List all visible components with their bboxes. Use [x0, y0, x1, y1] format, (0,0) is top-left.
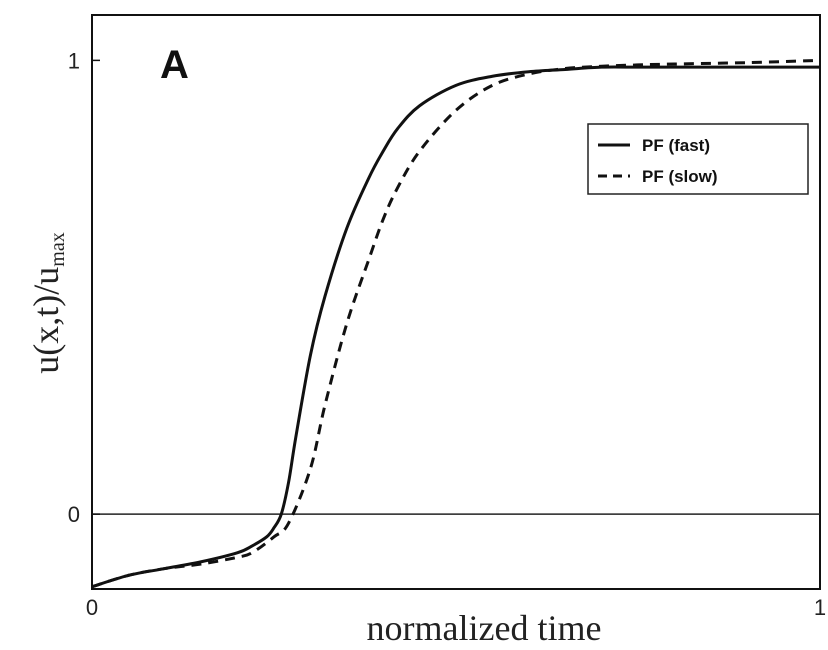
legend-label-fast: PF (fast)	[642, 136, 710, 155]
y-axis-label-main: u(x,t)/u	[26, 267, 66, 374]
y-tick-label: 1	[68, 48, 80, 73]
x-tick-label: 0	[86, 595, 98, 620]
plot-area	[92, 15, 820, 589]
panel-label: A	[160, 43, 189, 87]
y-axis-label: u(x,t)/umax	[26, 232, 69, 373]
x-axis-label: normalized time	[367, 608, 602, 648]
y-tick-label: 0	[68, 502, 80, 527]
legend: PF (fast) PF (slow)	[588, 124, 808, 194]
y-axis-label-subscript: max	[47, 232, 69, 266]
legend-label-slow: PF (slow)	[642, 167, 718, 186]
x-tick-label: 1	[814, 595, 826, 620]
